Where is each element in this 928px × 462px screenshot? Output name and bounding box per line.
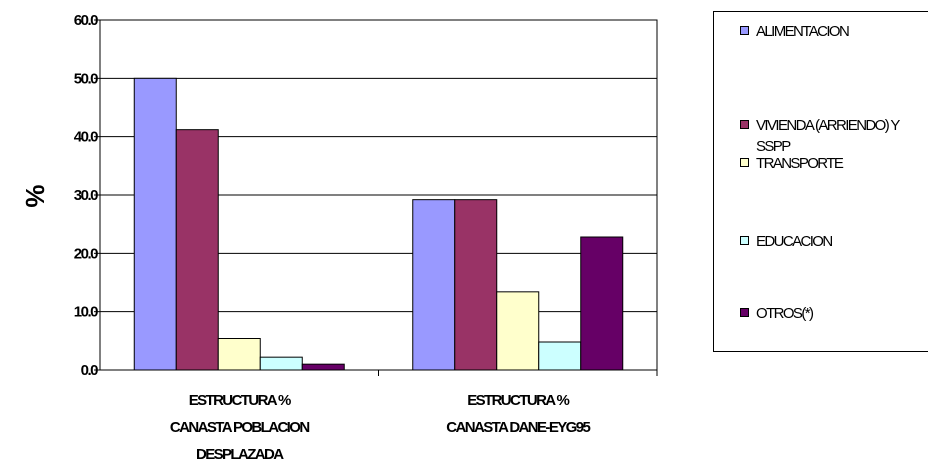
legend-label: TRANSPORTE xyxy=(756,155,844,172)
x-category-label: CANASTA DANE-EYG95 xyxy=(446,419,590,436)
legend-swatch xyxy=(740,120,749,129)
y-tick-label: 30.0 xyxy=(74,187,98,204)
x-category-labels: ESTRUCTURA % CANASTA POBLACION DESPLAZADA E… xyxy=(170,392,592,462)
bar-alimentacion xyxy=(412,199,456,371)
x-category-label: CANASTA POBLACION xyxy=(170,419,309,436)
x-category-label: ESTRUCTURA % xyxy=(467,392,569,409)
legend: ALIMENTACION VIVIENDA (ARRIENDO) Y SSPP TR… xyxy=(713,11,928,352)
bars xyxy=(133,77,624,371)
y-tick-label: 60.0 xyxy=(74,12,98,29)
legend-label: VIVIENDA (ARRIENDO) Y SSPP xyxy=(756,117,900,155)
axes xyxy=(99,19,658,376)
bar-transporte xyxy=(217,338,261,371)
legend-swatch xyxy=(740,236,749,245)
bar-alimentacion xyxy=(133,77,177,371)
bar-vivienda-arriendo-y-sspp xyxy=(175,129,219,371)
bar-otros xyxy=(580,236,624,371)
y-tick-labels: 0.0 10.0 20.0 30.0 40.0 50.0 60.0 xyxy=(74,12,100,379)
x-category-label: ESTRUCTURA % xyxy=(189,392,291,409)
legend-swatch xyxy=(740,158,749,167)
bar-otros xyxy=(301,363,345,371)
bar-educacion xyxy=(259,356,303,371)
bar-transporte xyxy=(496,291,540,371)
y-tick-label: 20.0 xyxy=(74,245,98,262)
bar-educacion xyxy=(538,341,582,371)
bar-vivienda-arriendo-y-sspp xyxy=(454,199,498,371)
y-tick-label: 10.0 xyxy=(74,304,98,321)
legend-label: ALIMENTACION xyxy=(756,23,850,40)
y-tick-label: 0.0 xyxy=(81,362,99,379)
legend-label: EDUCACION xyxy=(756,233,833,250)
legend-swatch xyxy=(740,308,749,317)
x-category-label: DESPLAZADA xyxy=(196,446,284,462)
y-axis-label: % xyxy=(20,184,50,207)
legend-label: OTROS(*) xyxy=(756,305,814,322)
y-tick-label: 50.0 xyxy=(74,70,98,87)
legend-swatch xyxy=(740,26,749,35)
y-tick-label: 40.0 xyxy=(74,129,98,146)
